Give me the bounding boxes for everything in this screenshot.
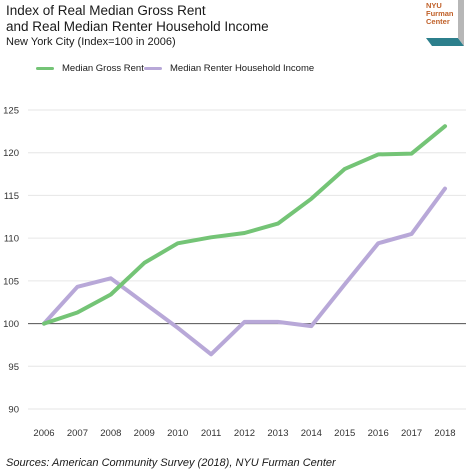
x-tick-label-2006: 2006 bbox=[33, 428, 54, 439]
x-tick-label-2015: 2015 bbox=[334, 428, 355, 439]
legend-label-renter-income: Median Renter Household Income bbox=[170, 63, 315, 74]
y-tick-label-90: 90 bbox=[8, 405, 19, 416]
x-tick-label-2011: 2011 bbox=[201, 428, 221, 439]
legend-swatch-renter-income bbox=[144, 67, 162, 70]
y-tick-label-95: 95 bbox=[8, 362, 19, 373]
x-tick-label-2009: 2009 bbox=[134, 428, 155, 439]
y-tick-label-100: 100 bbox=[3, 319, 19, 330]
y-tick-label-105: 105 bbox=[3, 276, 19, 287]
legend-label-gross-rent: Median Gross Rent bbox=[62, 63, 144, 74]
logo-text: NYU Furman Center bbox=[426, 2, 454, 26]
x-tick-label-2013: 2013 bbox=[267, 428, 288, 439]
y-tick-label-110: 110 bbox=[4, 234, 19, 245]
x-tick-label-2016: 2016 bbox=[368, 428, 389, 439]
x-tick-label-2014: 2014 bbox=[301, 428, 322, 439]
x-tick-label-2007: 2007 bbox=[67, 428, 88, 439]
chart-title-line-1: Index of Real Median Gross Rent bbox=[6, 3, 206, 18]
nyu-furman-center-logo: NYU Furman Center bbox=[426, 0, 470, 46]
x-tick-label-2018: 2018 bbox=[434, 428, 455, 439]
x-tick-label-2012: 2012 bbox=[234, 428, 255, 439]
logo-gray-shape bbox=[458, 0, 464, 46]
logo-teal-shape bbox=[426, 38, 464, 46]
logo-shape bbox=[426, 0, 464, 46]
x-tick-label-2010: 2010 bbox=[167, 428, 188, 439]
series-line-gross-rent bbox=[42, 124, 447, 326]
logo-text-line-1: NYU bbox=[426, 1, 442, 10]
y-tick-label-115: 115 bbox=[4, 191, 19, 202]
logo-text-line-3: Center bbox=[426, 17, 450, 26]
y-tick-label-125: 125 bbox=[3, 106, 19, 117]
y-tick-label-120: 120 bbox=[3, 148, 19, 159]
source-note: Sources: American Community Survey (2018… bbox=[6, 457, 336, 469]
series-line-renter-income bbox=[42, 186, 447, 357]
chart-subtitle: New York City (Index=100 in 2006) bbox=[6, 36, 176, 48]
x-tick-label-2008: 2008 bbox=[100, 428, 121, 439]
x-tick-label-2017: 2017 bbox=[401, 428, 422, 439]
chart-title-line-2: and Real Median Renter Household Income bbox=[6, 19, 269, 34]
chart-title: Index of Real Median Gross Rent and Real… bbox=[6, 3, 269, 35]
legend-swatch-gross-rent bbox=[36, 67, 54, 70]
logo-text-line-2: Furman bbox=[426, 9, 454, 18]
